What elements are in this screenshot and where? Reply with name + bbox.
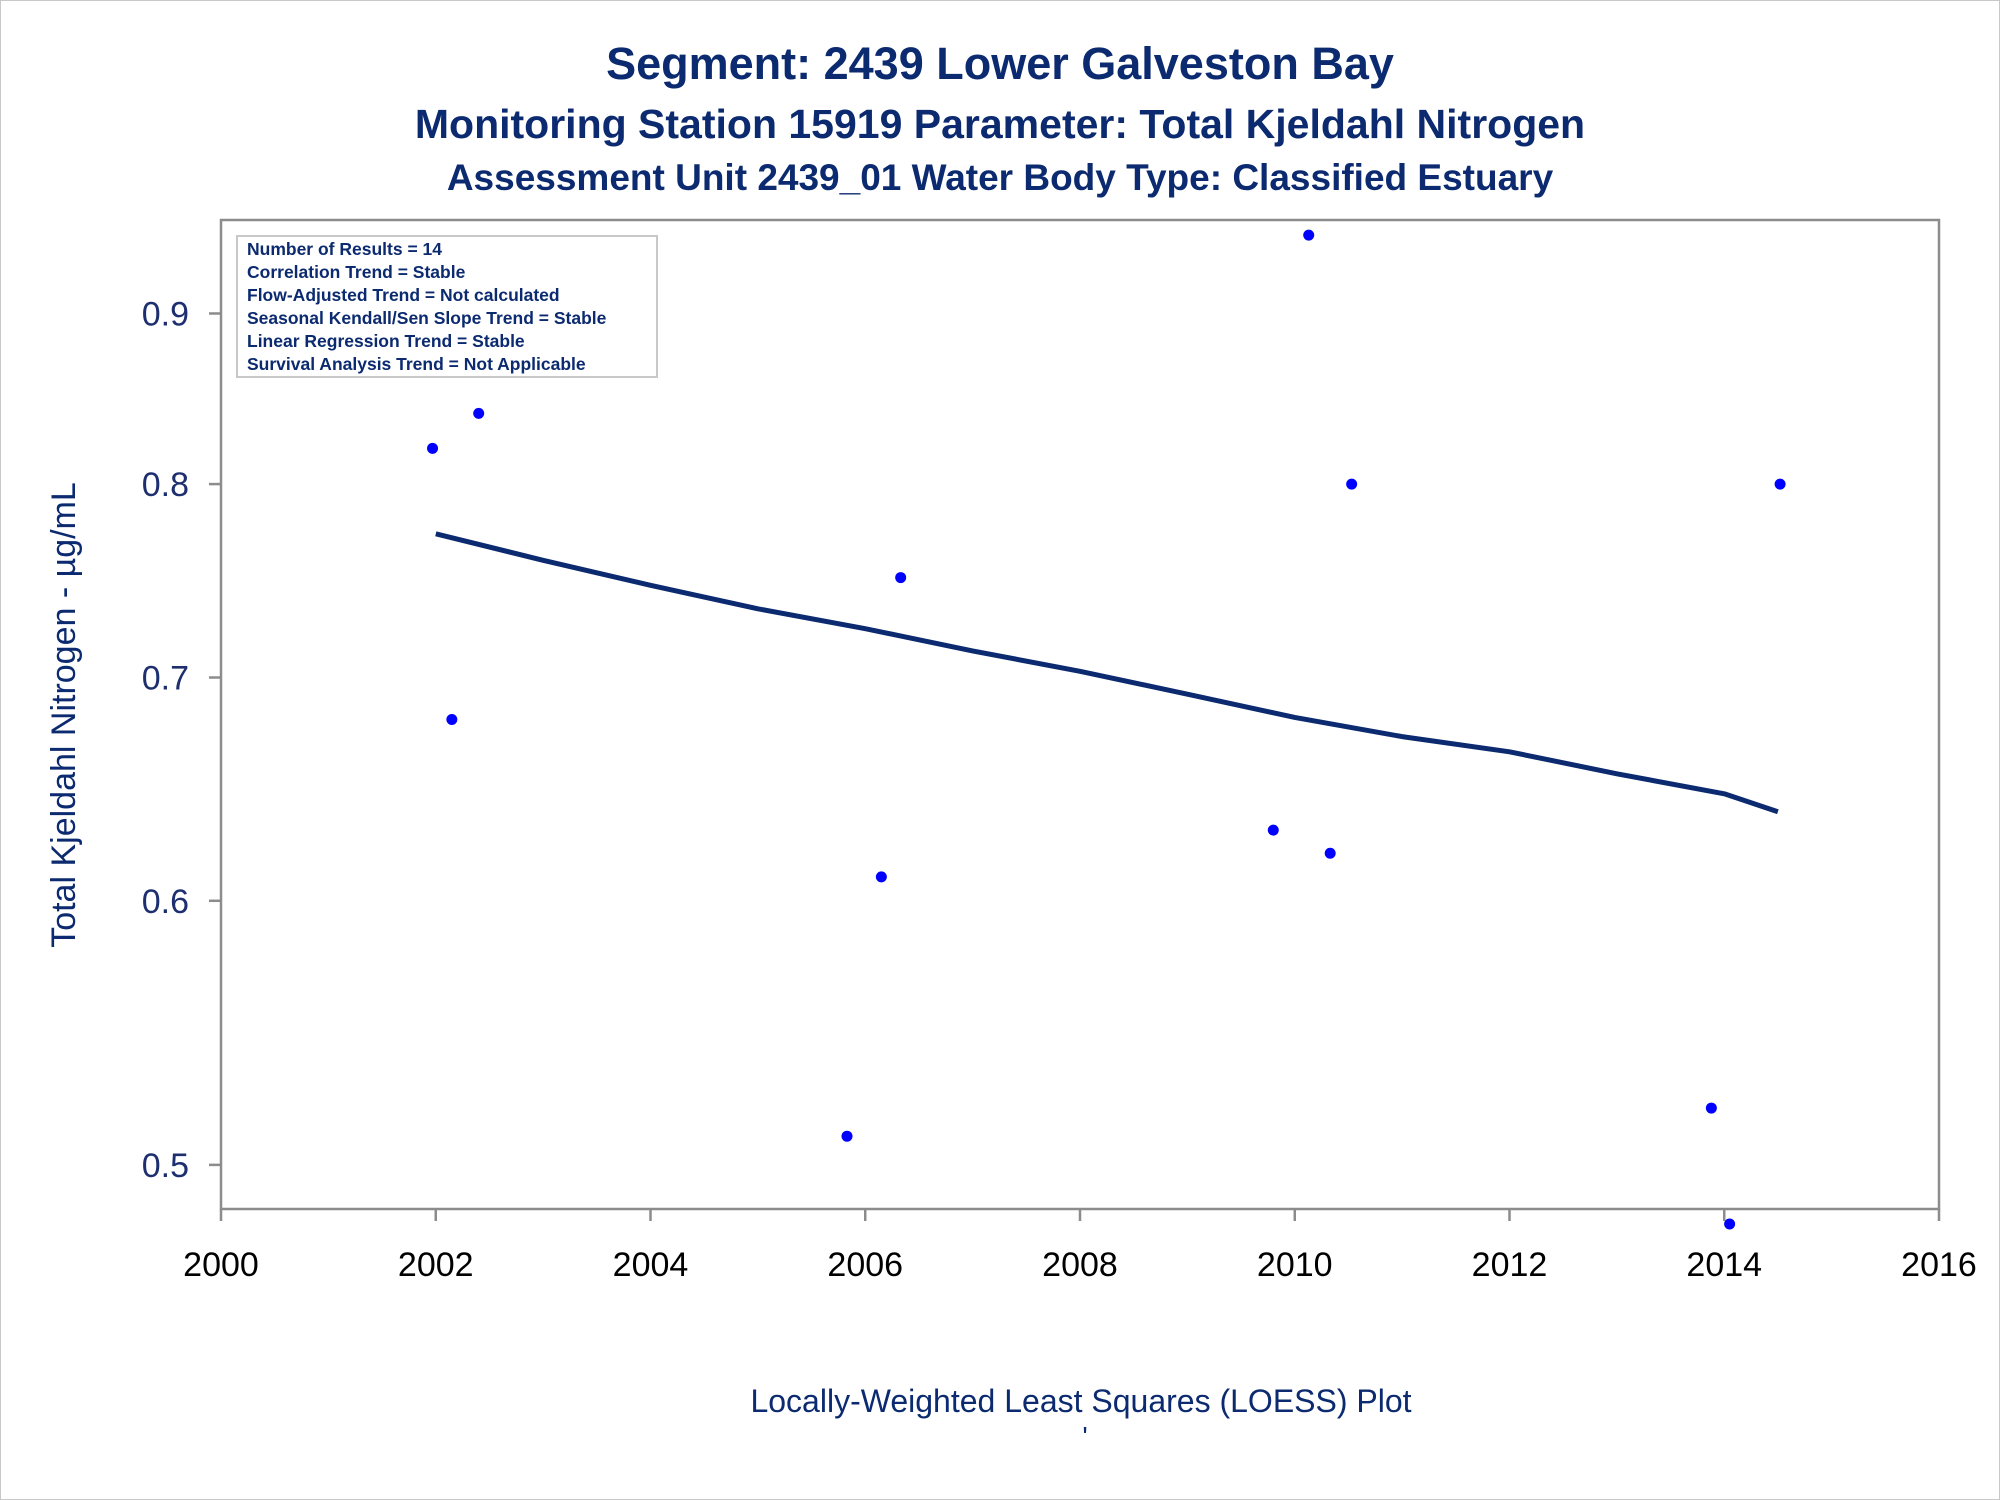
data-point: [473, 407, 485, 419]
data-point: [1724, 1218, 1736, 1230]
trend-summary-line: Linear Regression Trend = Stable: [247, 331, 525, 351]
chart-title: Segment: 2439 Lower Galveston Bay: [606, 38, 1394, 89]
data-point: [1346, 478, 1358, 490]
x-tick-label: 2002: [398, 1246, 474, 1284]
y-axis-label: Total Kjeldahl Nitrogen - µg/mL: [45, 482, 83, 948]
trend-summary-box: Number of Results = 14 Correlation Trend …: [236, 235, 658, 378]
x-tick-label: 2008: [1042, 1246, 1118, 1284]
y-tick-label: 0.8: [142, 466, 189, 504]
data-point: [427, 442, 439, 454]
data-points: [427, 229, 1786, 1230]
data-point: [1267, 824, 1279, 836]
x-tick-label: 2006: [827, 1246, 903, 1284]
data-point: [446, 713, 458, 725]
x-tick-label: 2016: [1901, 1246, 1977, 1284]
data-point: [1303, 229, 1315, 241]
y-tick-label: 0.7: [142, 660, 189, 698]
y-tick-label: 0.6: [142, 883, 189, 921]
data-point: [1705, 1102, 1717, 1114]
y-axis: 0.5 0.6 0.7 0.8 0.9: [142, 295, 221, 1185]
loess-line: [435, 531, 1779, 815]
data-point: [841, 1130, 853, 1142]
trend-summary-line: Correlation Trend = Stable: [247, 262, 466, 282]
x-tick-label: 2004: [613, 1246, 689, 1284]
x-tick-label: 2014: [1686, 1246, 1762, 1284]
x-axis-label: Locally-Weighted Least Squares (LOESS) P…: [750, 1383, 1411, 1419]
x-axis: 2000 2002 2004 2006 2008 2010 2012 2014 2016: [183, 1209, 1977, 1284]
y-tick-label: 0.5: [142, 1147, 189, 1185]
data-point: [1324, 847, 1336, 859]
x-tick-label: 2000: [183, 1246, 259, 1284]
chart-subtitle: Monitoring Station 15919 Parameter: Tota…: [415, 101, 1585, 147]
trend-summary-line: Flow-Adjusted Trend = Not calculated: [247, 285, 560, 305]
data-point: [1774, 478, 1786, 490]
trend-summary-line: Number of Results = 14: [247, 239, 442, 259]
x-tick-label: 2010: [1257, 1246, 1333, 1284]
trend-summary-line: Survival Analysis Trend = Not Applicable: [247, 354, 586, 374]
y-tick-label: 0.9: [142, 295, 189, 333]
data-point: [895, 572, 907, 584]
x-tick-label: 2012: [1472, 1246, 1548, 1284]
chart-subtitle-2: Assessment Unit 2439_01 Water Body Type:…: [447, 157, 1554, 198]
trend-summary-line: Seasonal Kendall/Sen Slope Trend = Stabl…: [247, 308, 607, 328]
footnote: ': [1082, 1421, 1087, 1452]
data-point: [875, 871, 887, 883]
